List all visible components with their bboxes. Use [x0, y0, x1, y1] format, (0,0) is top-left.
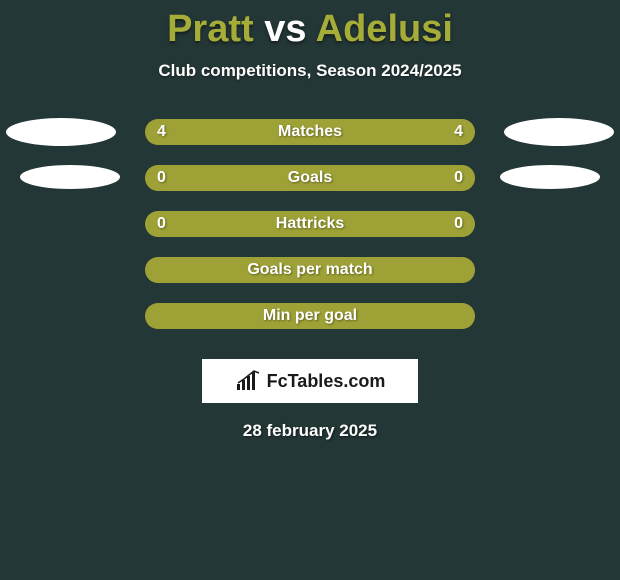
- stat-value-right: 0: [454, 215, 463, 233]
- stat-row: 0 Goals 0: [0, 165, 620, 211]
- stat-bar: 0 Goals 0: [145, 165, 475, 191]
- decor-ellipse-right: [500, 165, 600, 189]
- stat-row: Min per goal: [0, 303, 620, 349]
- logo-box: FcTables.com: [202, 359, 418, 403]
- stat-bar: 4 Matches 4: [145, 119, 475, 145]
- player2-name: Adelusi: [316, 8, 453, 50]
- stat-row: 4 Matches 4: [0, 119, 620, 165]
- stat-label: Goals per match: [247, 261, 372, 279]
- stat-bar: 0 Hattricks 0: [145, 211, 475, 237]
- stat-label: Hattricks: [276, 215, 344, 233]
- logo-text: FcTables.com: [267, 371, 386, 392]
- player1-name: Pratt: [167, 8, 254, 50]
- decor-ellipse-right: [504, 118, 614, 146]
- stat-value-left: 0: [157, 215, 166, 233]
- chart-icon: [235, 370, 261, 392]
- vs-text: vs: [264, 8, 306, 50]
- comparison-title: Pratt vs Adelusi: [0, 0, 620, 51]
- stat-label: Min per goal: [263, 307, 357, 325]
- stat-value-right: 0: [454, 169, 463, 187]
- date-line: 28 february 2025: [0, 421, 620, 441]
- stat-value-left: 0: [157, 169, 166, 187]
- stat-value-left: 4: [157, 123, 166, 141]
- stat-bar: Goals per match: [145, 257, 475, 283]
- stat-label: Matches: [278, 123, 342, 141]
- subtitle: Club competitions, Season 2024/2025: [0, 61, 620, 81]
- stats-rows: 4 Matches 4 0 Goals 0 0 Hattricks 0 Goal…: [0, 119, 620, 349]
- stat-row: Goals per match: [0, 257, 620, 303]
- stat-label: Goals: [288, 169, 332, 187]
- stat-row: 0 Hattricks 0: [0, 211, 620, 257]
- stat-bar: Min per goal: [145, 303, 475, 329]
- decor-ellipse-left: [20, 165, 120, 189]
- stat-value-right: 4: [454, 123, 463, 141]
- decor-ellipse-left: [6, 118, 116, 146]
